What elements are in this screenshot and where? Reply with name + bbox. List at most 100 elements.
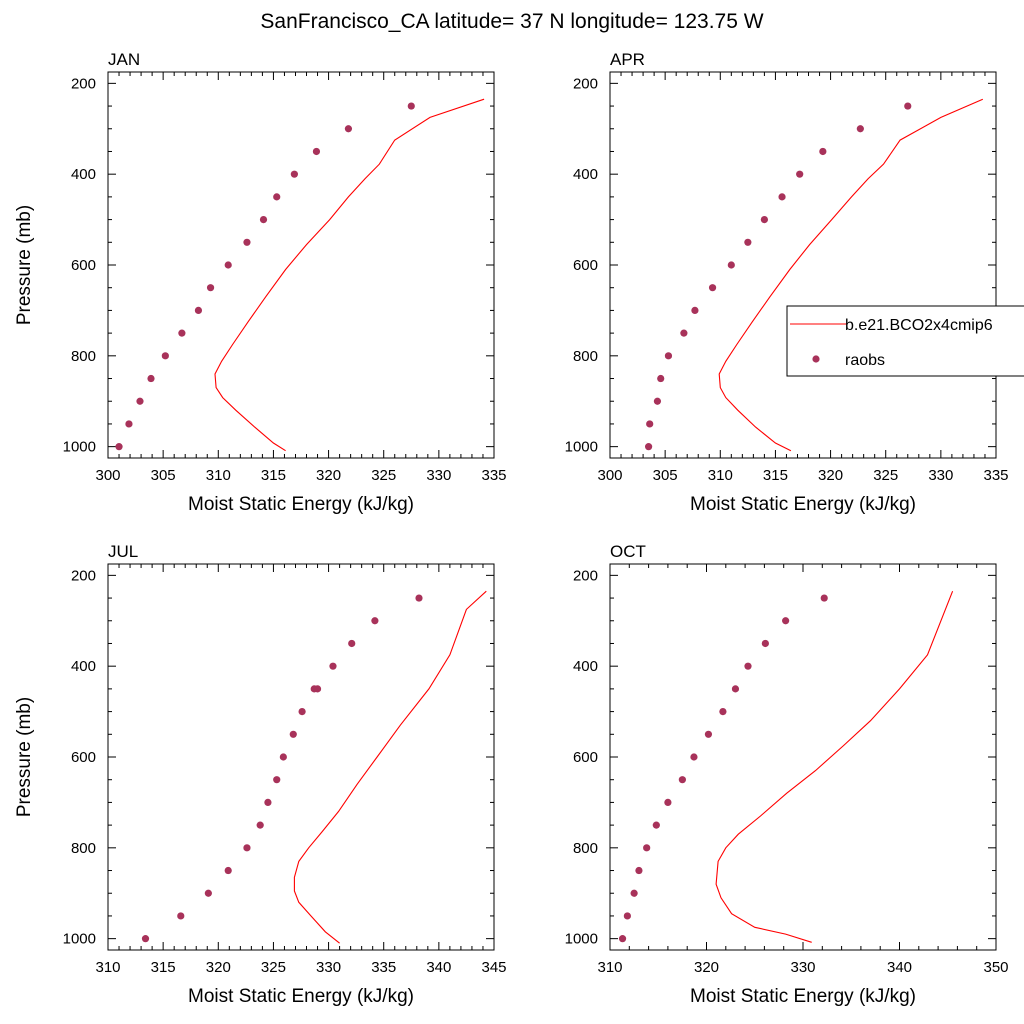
raobs-point <box>727 261 735 269</box>
raobs-point <box>678 776 686 784</box>
raobs-point <box>313 685 322 693</box>
raobs-point <box>125 420 133 428</box>
y-tick-label: 800 <box>71 840 96 857</box>
x-tick-label: 305 <box>653 467 678 484</box>
model-profile-line <box>214 98 485 452</box>
x-tick-label: 315 <box>151 959 176 976</box>
model-profile-line <box>718 98 984 452</box>
y-tick-label: 400 <box>573 658 598 675</box>
raobs-point <box>279 753 287 761</box>
panel-apr: APR 300 305 310 315 320 325 330 335 200 400 600 800 1… <box>565 50 1009 515</box>
raobs-point <box>704 730 713 738</box>
x-tick-label: 315 <box>261 467 286 484</box>
raobs-point <box>256 821 264 829</box>
x-tick-label: 330 <box>426 467 451 484</box>
raobs-point <box>904 102 912 110</box>
x-axis-label: Moist Static Energy (kJ/kg) <box>188 494 414 515</box>
x-axis-label: Moist Static Energy (kJ/kg) <box>690 986 916 1007</box>
y-tick-label: 800 <box>573 348 598 365</box>
raobs-point <box>623 912 631 920</box>
raobs-point <box>290 170 298 178</box>
raobs-point <box>657 374 665 383</box>
x-tick-label: 310 <box>597 959 622 976</box>
raobs-point <box>161 352 169 360</box>
model-profile-line <box>293 590 487 944</box>
raobs-point <box>371 617 379 625</box>
y-axis-label: Pressure (mb) <box>14 205 35 325</box>
x-tick-label: 345 <box>481 959 506 976</box>
plot-frame <box>107 563 495 951</box>
panel-title: JUL <box>108 542 138 561</box>
y-tick-label: 600 <box>573 749 598 766</box>
raobs-point <box>312 147 321 156</box>
panel-title: OCT <box>610 542 646 561</box>
x-tick-label: 300 <box>95 467 120 484</box>
x-tick-label: 325 <box>261 959 286 976</box>
y-tick-label: 1000 <box>63 931 96 948</box>
raobs-point <box>691 306 699 315</box>
raobs-point <box>264 798 272 807</box>
raobs-point <box>407 102 415 110</box>
y-tick-label: 800 <box>573 840 598 857</box>
x-tick-label: 330 <box>928 467 953 484</box>
y-axis-label: Pressure (mb) <box>14 697 35 817</box>
legend-label-model: b.e21.BCO2x4cmip6 <box>845 317 993 334</box>
raobs-point <box>680 329 688 337</box>
raobs-point <box>147 374 155 383</box>
raobs-point <box>664 352 673 360</box>
panel-jul: JUL 310 315 320 325 330 335 340 345 200 400 600 800 1… <box>14 542 507 1007</box>
figure-title: SanFrancisco_CA latitude= 37 N longitude… <box>260 10 763 33</box>
plot-frame <box>107 71 495 459</box>
y-tick-label: 600 <box>71 257 96 274</box>
plot-frame <box>609 563 997 951</box>
raobs-point <box>259 215 268 224</box>
raobs-point <box>204 889 212 897</box>
raobs-point <box>348 639 356 648</box>
raobs-point <box>690 753 698 761</box>
x-tick-label: 310 <box>206 467 231 484</box>
y-tick-label: 800 <box>71 348 96 365</box>
raobs-point <box>329 662 337 670</box>
y-tick-label: 1000 <box>565 931 598 948</box>
raobs-point <box>744 662 752 670</box>
raobs-point <box>344 125 353 133</box>
x-tick-label: 325 <box>371 467 396 484</box>
raobs-point <box>653 397 662 405</box>
raobs-point <box>289 730 297 738</box>
x-tick-label: 340 <box>887 959 912 976</box>
y-tick-label: 1000 <box>565 439 598 456</box>
y-tick-label: 200 <box>573 75 598 92</box>
raobs-point <box>760 215 769 224</box>
raobs-point <box>115 443 123 451</box>
raobs-point <box>178 329 186 337</box>
raobs-point <box>635 866 643 875</box>
x-tick-label: 335 <box>371 959 396 976</box>
panel-title: JAN <box>108 50 140 69</box>
raobs-point <box>630 889 638 897</box>
raobs-point <box>206 284 215 292</box>
x-tick-label: 335 <box>983 467 1008 484</box>
raobs-point <box>708 284 717 292</box>
y-tick-label: 200 <box>573 567 598 584</box>
raobs-point <box>652 821 660 829</box>
panel-jan: JAN 300 305 310 315 320 325 330 335 200 400 600 800 1… <box>14 50 507 515</box>
x-tick-label: 300 <box>597 467 622 484</box>
raobs-point <box>298 707 306 716</box>
y-tick-label: 200 <box>71 567 96 584</box>
y-tick-label: 200 <box>71 75 96 92</box>
plot-frame <box>609 71 997 459</box>
raobs-point <box>782 617 790 625</box>
y-tick-label: 600 <box>573 257 598 274</box>
y-tick-label: 1000 <box>63 439 96 456</box>
y-tick-label: 600 <box>71 749 96 766</box>
raobs-point <box>136 397 144 405</box>
model-profile-line <box>715 590 954 943</box>
raobs-point <box>719 707 727 716</box>
raobs-point <box>415 594 423 602</box>
panel-oct: OCT 310 320 330 340 350 200 400 600 800 1000 Moist … <box>565 542 1009 1007</box>
raobs-point <box>796 170 804 178</box>
panel-title: APR <box>610 50 645 69</box>
raobs-point <box>778 193 786 201</box>
raobs-point <box>820 594 828 602</box>
x-tick-label: 325 <box>873 467 898 484</box>
